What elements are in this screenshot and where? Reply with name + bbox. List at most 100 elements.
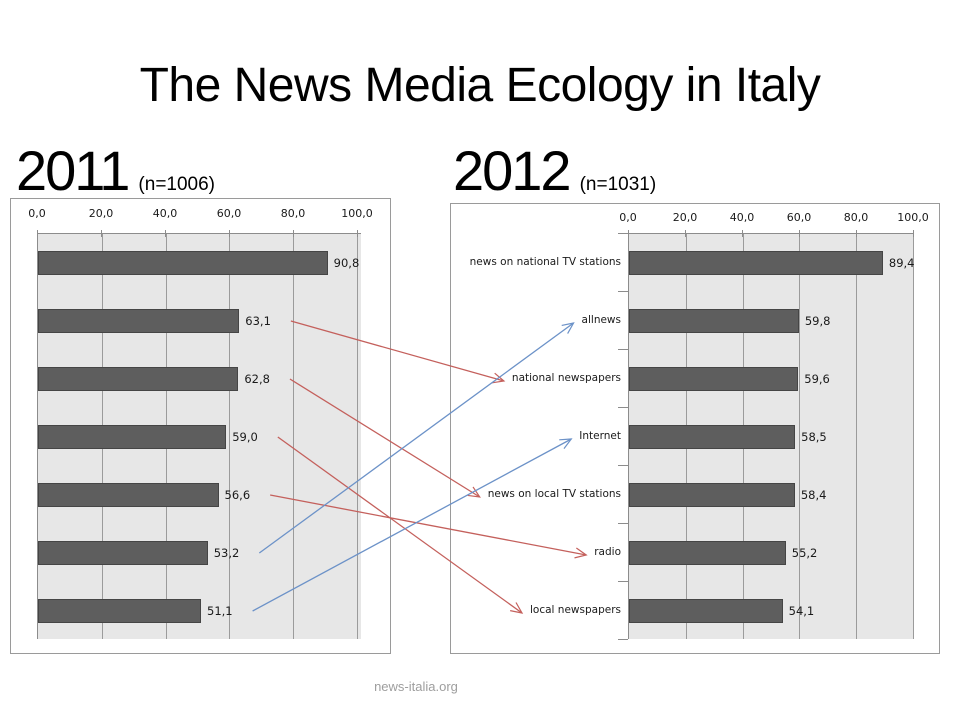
chart-2012-header: 2012 (n=1031)	[453, 143, 656, 199]
category-label: local newspapers	[530, 604, 621, 616]
chart-2012-year: 2012	[453, 139, 572, 202]
axis-tick-icon	[229, 230, 230, 237]
axis-tick-icon	[799, 230, 800, 237]
axis-tick-icon	[628, 230, 629, 237]
gridline	[913, 234, 914, 639]
bar	[629, 251, 883, 275]
bar-row: 51,1	[38, 582, 361, 640]
bar	[38, 251, 328, 275]
axis-tick-label: 0,0	[28, 207, 46, 220]
value-label: 90,8	[333, 256, 360, 270]
category-label: news on national TV stations	[469, 256, 621, 268]
axis-tick-label: 40,0	[152, 207, 178, 220]
value-label: 55,2	[791, 546, 818, 560]
value-label: 58,5	[801, 430, 827, 444]
category-tick-icon	[618, 638, 628, 640]
value-label: 59,0	[232, 430, 258, 444]
axis-tick-label: 40,0	[729, 211, 755, 224]
bar	[38, 599, 201, 623]
value-label: 63,1	[245, 314, 271, 328]
axis-tick-label: 100,0	[897, 211, 929, 224]
bar	[38, 425, 227, 449]
category-row: news on national TV stations	[457, 233, 621, 291]
category-row: news on local TV stations	[457, 465, 621, 523]
category-tick-icon	[618, 580, 628, 582]
footer-text: news-italia.org	[374, 679, 458, 694]
bar	[38, 309, 240, 333]
bar	[629, 541, 786, 565]
bar	[38, 483, 219, 507]
category-tick-icon	[618, 522, 628, 524]
category-label: news on local TV stations	[487, 488, 621, 500]
axis-tick-icon	[913, 230, 914, 237]
bar-row: 54,1	[629, 582, 914, 640]
category-tick-icon	[618, 348, 628, 350]
axis-tick-icon	[37, 230, 38, 237]
bar-row: 62,8	[38, 350, 361, 408]
category-label: allnews	[581, 314, 621, 326]
category-tick-icon	[618, 290, 628, 292]
bar-row: 90,8	[38, 234, 361, 292]
bar	[38, 367, 239, 391]
chart-2011-year: 2011	[16, 139, 130, 202]
bar	[629, 367, 799, 391]
axis-tick-icon	[685, 230, 686, 237]
axis-tick-label: 20,0	[88, 207, 114, 220]
slide-title: The News Media Ecology in Italy	[139, 59, 821, 112]
bar-row: 56,6	[38, 466, 361, 524]
category-label: Internet	[579, 430, 621, 442]
category-tick-icon	[618, 464, 628, 466]
bar-row: 63,1	[38, 292, 361, 350]
bar-row: 59,0	[38, 408, 361, 466]
category-tick-icon	[618, 406, 628, 408]
chart-2011: 90,8 63,1 62,8 59,0 56,6 53,2 51,1 0,0 20,0 40,0 6…	[10, 198, 391, 654]
axis-tick-label: 100,0	[341, 207, 373, 220]
category-tick-icon	[618, 232, 628, 234]
value-label: 53,2	[213, 546, 240, 560]
bar	[629, 309, 799, 333]
axis-tick-label: 60,0	[786, 211, 812, 224]
bar-row: 53,2	[38, 524, 361, 582]
axis-tick-icon	[101, 230, 102, 237]
value-label: 62,8	[244, 372, 270, 386]
value-label: 54,1	[788, 604, 815, 618]
category-row: radio	[457, 523, 621, 581]
bar-row: 55,2	[629, 524, 914, 582]
bar	[629, 425, 796, 449]
category-row: allnews	[457, 291, 621, 349]
axis-tick-icon	[293, 230, 294, 237]
chart-2012: 89,4 59,8 59,6 58,5 58,4 55,2 54,1 0,0 20,0 40,0 6…	[450, 203, 940, 654]
axis-tick-label: 0,0	[619, 211, 637, 224]
bar-row: 59,6	[629, 350, 914, 408]
category-label: national newspapers	[511, 372, 621, 384]
category-label: radio	[594, 546, 621, 558]
axis-tick-label: 80,0	[280, 207, 306, 220]
category-row: national newspapers	[457, 349, 621, 407]
axis-tick-label: 80,0	[843, 211, 869, 224]
chart-2012-sample-size: (n=1031)	[579, 174, 657, 195]
plot-area: 90,8 63,1 62,8 59,0 56,6 53,2 51,1	[37, 233, 361, 639]
bar	[629, 599, 783, 623]
value-label: 59,6	[804, 372, 830, 386]
value-label: 56,6	[224, 488, 251, 502]
axis-tick-icon	[742, 230, 743, 237]
value-label: 89,4	[888, 256, 915, 270]
gridline	[856, 234, 858, 639]
plot-area: 89,4 59,8 59,6 58,5 58,4 55,2 54,1	[628, 233, 915, 640]
bar-row: 58,5	[629, 408, 914, 466]
axis-tick-label: 60,0	[216, 207, 242, 220]
axis-tick-icon	[165, 230, 166, 237]
value-label: 51,1	[207, 604, 233, 618]
gridline	[229, 234, 231, 639]
bar	[629, 483, 795, 507]
axis-tick-icon	[856, 230, 857, 237]
bar-row: 58,4	[629, 466, 914, 524]
axis-tick-icon	[357, 230, 358, 237]
category-row: Internet	[457, 407, 621, 465]
chart-2011-header: 2011 (n=1006)	[16, 143, 215, 199]
chart-2011-sample-size: (n=1006)	[138, 174, 216, 195]
category-row: local newspapers	[457, 581, 621, 639]
bar	[38, 541, 208, 565]
value-label: 59,8	[804, 314, 831, 328]
